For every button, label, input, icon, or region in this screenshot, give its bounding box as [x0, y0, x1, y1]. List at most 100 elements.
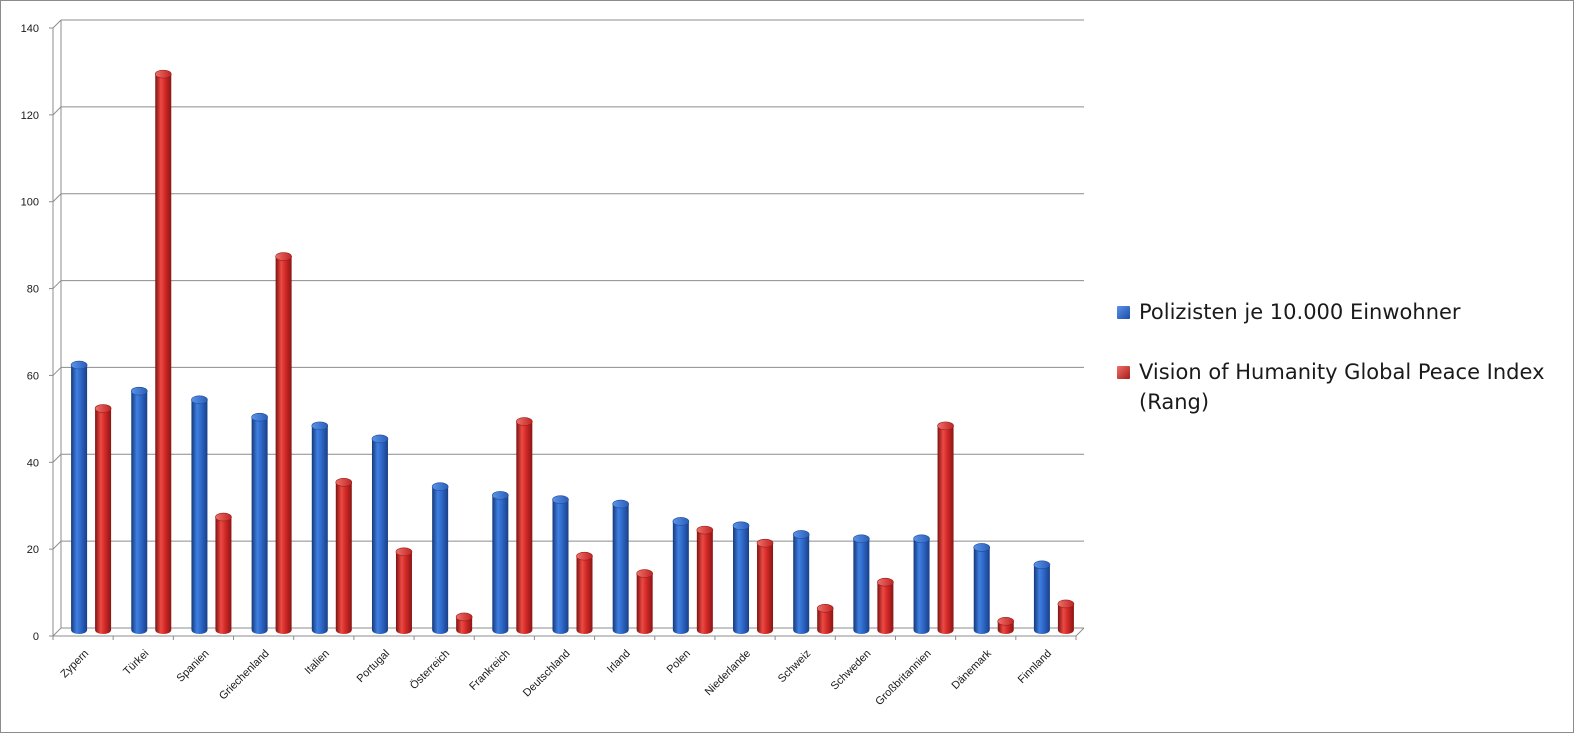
bar-top-peace-index-1 — [154, 69, 172, 79]
bar-top-polizisten-14 — [913, 534, 930, 544]
bar-top-peace-index-8 — [576, 551, 593, 561]
bar-polizisten-3 — [251, 417, 268, 634]
bar-peace-index-2 — [215, 517, 232, 634]
floor-right-edge — [1075, 627, 1085, 637]
x-category-label: Finnland — [1016, 648, 1054, 686]
gridline-side — [52, 106, 62, 116]
bar-top-polizisten-6 — [431, 482, 449, 491]
bar-top-peace-index-4 — [335, 478, 353, 487]
x-category-label: Deutschland — [521, 648, 573, 700]
x-category-label: Schweden — [829, 648, 874, 693]
y-tick-label: 100 — [21, 197, 39, 209]
bar-top-polizisten-9 — [612, 499, 629, 509]
bar-peace-index-4 — [335, 482, 352, 634]
gridline-side — [52, 453, 62, 463]
legend-label-peace-index: Vision of Humanity Global Peace Index (R… — [1139, 360, 1545, 414]
bar-top-polizisten-13 — [853, 534, 870, 544]
bar-top-polizisten-12 — [792, 530, 810, 539]
gridline-side — [52, 627, 62, 637]
legend-swatch-red — [1117, 366, 1130, 379]
bar-polizisten-12 — [793, 534, 810, 634]
bar-polizisten-6 — [432, 486, 449, 634]
legend-item-polizisten: Polizisten je 10.000 Einwohner — [1117, 297, 1567, 327]
gridline-side — [52, 540, 62, 550]
bar-polizisten-0 — [71, 365, 88, 634]
bar-top-peace-index-14 — [937, 421, 954, 431]
bar-top-peace-index-16 — [1057, 599, 1075, 609]
bar-polizisten-7 — [492, 495, 509, 634]
bar-top-polizisten-4 — [311, 421, 329, 431]
x-category-label: Großbritannien — [873, 648, 933, 708]
bar-peace-index-16 — [1057, 603, 1074, 634]
bar-peace-index-9 — [636, 573, 653, 634]
y-tick-label: 0 — [33, 631, 39, 643]
bar-top-polizisten-5 — [371, 434, 389, 444]
x-category-label: Türkei — [121, 648, 151, 678]
bar-top-polizisten-1 — [130, 386, 148, 396]
bar-peace-index-13 — [877, 582, 894, 634]
bar-polizisten-15 — [973, 547, 990, 634]
bar-polizisten-2 — [191, 399, 208, 634]
x-category-label: Frankreich — [467, 648, 512, 693]
bar-peace-index-14 — [937, 425, 954, 634]
bar-polizisten-4 — [311, 425, 328, 634]
bar-top-peace-index-6 — [455, 612, 473, 622]
y-tick-label: 40 — [27, 457, 39, 469]
bar-polizisten-11 — [733, 525, 750, 634]
bar-top-polizisten-0 — [70, 360, 88, 370]
bar-polizisten-9 — [612, 504, 629, 634]
y-tick-label: 60 — [27, 370, 39, 382]
x-category-label: Dänemark — [949, 647, 994, 692]
bar-top-peace-index-7 — [516, 417, 533, 426]
x-category-label: Schweiz — [776, 648, 813, 685]
bar-top-peace-index-3 — [275, 252, 292, 261]
y-tick-label: 120 — [21, 110, 39, 122]
bar-top-polizisten-2 — [191, 395, 208, 405]
x-category-label: Niederlande — [703, 648, 753, 698]
bar-top-polizisten-10 — [672, 517, 690, 526]
bar-top-polizisten-16 — [1033, 560, 1051, 570]
legend-swatch-blue — [1117, 306, 1130, 319]
x-category-label: Polen — [665, 648, 693, 676]
bar-polizisten-8 — [552, 499, 569, 634]
bar-top-polizisten-3 — [251, 412, 268, 422]
bar-top-polizisten-7 — [492, 491, 509, 500]
bar-peace-index-5 — [395, 551, 412, 634]
bars-layer — [70, 69, 1075, 635]
x-category-label: Österreich — [408, 648, 452, 692]
gridline-side — [52, 19, 62, 29]
x-category-label: Italien — [303, 648, 332, 677]
bar-top-polizisten-8 — [552, 495, 569, 505]
y-tick-label: 80 — [27, 284, 39, 296]
bar-top-peace-index-0 — [94, 404, 112, 413]
bar-polizisten-10 — [672, 521, 689, 634]
x-category-label: Irland — [605, 648, 633, 676]
bar-top-peace-index-9 — [636, 569, 653, 578]
bar-polizisten-5 — [371, 438, 388, 634]
gridline-side — [52, 280, 62, 289]
bar-polizisten-14 — [913, 538, 930, 634]
bar-peace-index-7 — [516, 421, 533, 634]
bar-peace-index-8 — [576, 556, 593, 634]
y-tick-label: 140 — [21, 23, 39, 35]
bar-polizisten-13 — [853, 538, 870, 634]
bar-peace-index-12 — [817, 608, 834, 634]
bar-peace-index-10 — [696, 530, 713, 634]
bar-polizisten-16 — [1033, 564, 1050, 634]
bar-peace-index-0 — [95, 408, 112, 634]
bar-top-peace-index-5 — [395, 547, 413, 557]
labels-layer: 0 20 40 60 80 100 120 140 Zypern Türkei Spanien Gri… — [21, 23, 1054, 708]
legend: Polizisten je 10.000 Einwohner Vision of… — [1117, 297, 1567, 417]
x-category-label: Zypern — [59, 648, 92, 681]
axes-layer — [49, 19, 1085, 640]
bar-peace-index-6 — [456, 616, 473, 634]
bar-top-polizisten-15 — [973, 543, 991, 552]
bar-peace-index-1 — [155, 74, 172, 635]
legend-item-peace-index: Vision of Humanity Global Peace Index (R… — [1117, 357, 1567, 417]
bar-top-polizisten-11 — [732, 521, 750, 531]
bar-top-peace-index-11 — [756, 538, 774, 548]
bar-peace-index-11 — [757, 543, 774, 634]
bar-top-peace-index-10 — [696, 525, 714, 535]
